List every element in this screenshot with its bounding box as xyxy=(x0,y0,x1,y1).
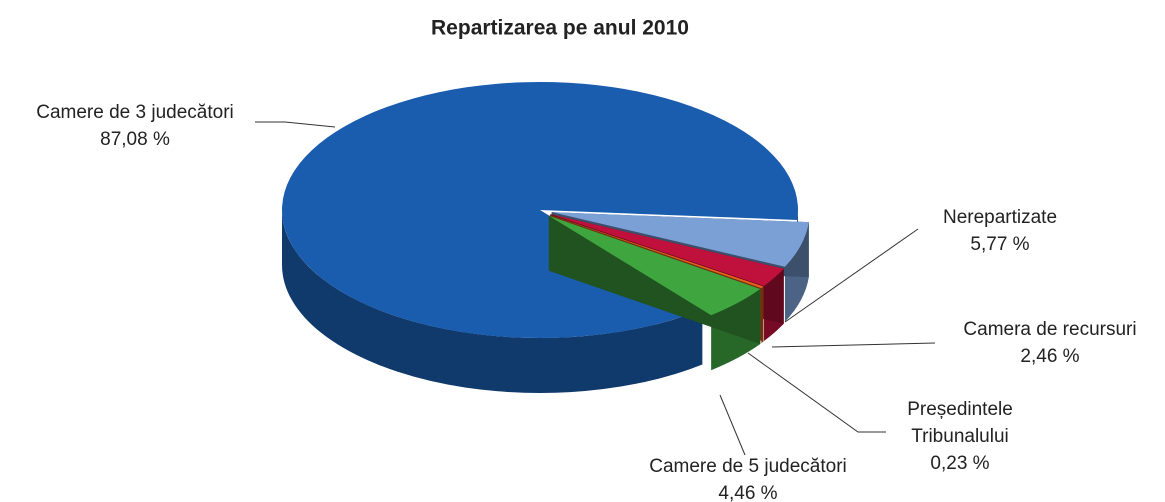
value-label: 0,23 % xyxy=(930,453,989,474)
value-label: 5,77 % xyxy=(970,234,1029,255)
slice-label: Nerepartizate xyxy=(943,207,1057,228)
leader-line xyxy=(771,342,936,348)
slice xyxy=(282,82,798,339)
slice xyxy=(548,215,761,316)
slice-label: Camera de recursuri xyxy=(963,319,1136,340)
slice-label: Camere de 3 judecători xyxy=(36,102,234,123)
leader-line xyxy=(784,228,919,323)
leader-line xyxy=(719,394,746,456)
slice xyxy=(550,214,784,286)
value-label: 2,46 % xyxy=(1020,346,1079,367)
slice-side xyxy=(282,210,703,393)
slice-label: Președintele Tribunalului xyxy=(907,399,1013,447)
slice-label: Camere de 5 judecători xyxy=(649,456,847,477)
leader-line xyxy=(255,121,336,128)
value-label: 87,08 % xyxy=(100,129,170,150)
leader-line xyxy=(747,352,886,433)
value-label: 4,46 % xyxy=(718,483,777,502)
slice xyxy=(549,214,764,289)
chart-title: Repartizarea pe anul 2010 xyxy=(431,17,689,40)
slice xyxy=(551,212,809,267)
